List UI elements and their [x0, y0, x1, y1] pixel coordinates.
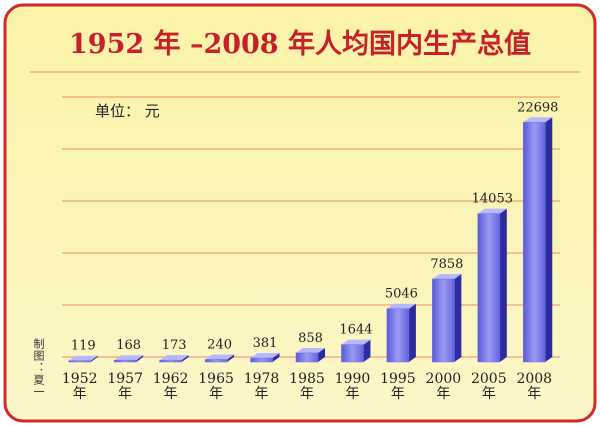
bar [432, 278, 455, 363]
bar-top [477, 208, 507, 214]
bar-side [272, 352, 280, 362]
bar [204, 359, 228, 363]
value-label: 22698 [517, 100, 558, 115]
x-tick-label: 2008 年 [516, 371, 553, 402]
bar-side [408, 303, 416, 362]
x-tick-label: 1962 年 [152, 371, 189, 402]
bar-side [181, 355, 189, 362]
bar [113, 359, 137, 363]
bar-top [432, 274, 462, 280]
x-tick-label: 1985 年 [289, 371, 325, 402]
bar [250, 357, 273, 363]
bar [477, 213, 501, 363]
value-label: 168 [116, 338, 141, 353]
bar-top [386, 303, 416, 309]
bar-side [499, 208, 507, 362]
bars: 119 168 173 240 381 858 1644 5046 7858 14053 22698 [68, 100, 558, 363]
bar-top [68, 355, 98, 361]
unit-label: 单位： 元 [95, 102, 160, 120]
x-tick-label: 2000 年 [425, 371, 462, 402]
bar-side [545, 117, 553, 363]
decor-lines [30, 71, 580, 358]
bar-top [341, 339, 371, 345]
bar [386, 308, 410, 363]
x-tick-label: 1995 年 [380, 371, 416, 402]
bar [295, 352, 319, 363]
value-label: 240 [207, 337, 232, 352]
bar-side [90, 355, 98, 362]
value-label: 14053 [472, 192, 513, 207]
bar-side [227, 354, 235, 362]
bar [68, 360, 91, 363]
bar [341, 344, 364, 363]
value-label: 7858 [430, 257, 463, 272]
bar-top [250, 352, 280, 358]
x-tick-label: 1978 年 [243, 371, 280, 402]
value-label: 1644 [339, 323, 372, 338]
x-tick-label: 1952 年 [61, 371, 98, 402]
chart-title: 1952 年 –2008 年人均国内生产总值 [69, 29, 531, 60]
bar-side [363, 339, 371, 362]
bar [523, 122, 546, 363]
value-label: 858 [298, 331, 323, 346]
value-label: 119 [71, 339, 96, 354]
bar-side [318, 347, 325, 362]
bar-side [454, 274, 462, 362]
bar-top [114, 355, 144, 361]
bar-top [523, 117, 553, 123]
value-label: 381 [253, 336, 278, 351]
value-label: 5046 [385, 287, 418, 302]
value-label: 173 [162, 338, 187, 353]
bar-top [296, 347, 325, 353]
x-tick-label: 1957 年 [107, 371, 143, 402]
x-tick-label: 2005 年 [470, 371, 507, 402]
bar [159, 359, 182, 363]
bar-top [159, 355, 189, 361]
bar-top [205, 354, 235, 360]
bar-side [136, 355, 144, 362]
credit: 制图：夏一 [32, 338, 45, 398]
x-tick-label: 1965 年 [198, 371, 234, 402]
x-tick-label: 1990 年 [334, 371, 371, 402]
